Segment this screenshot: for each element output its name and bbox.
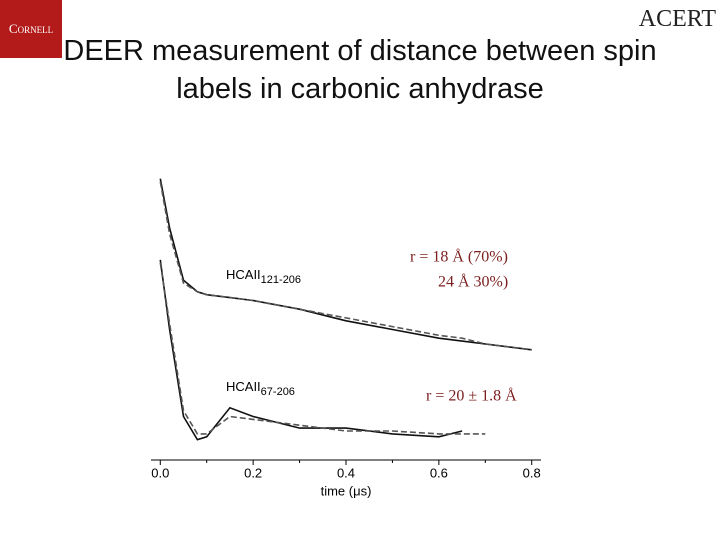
x-tick-label: 0.2	[244, 465, 262, 480]
annotation: r = 20 ± 1.8 Å	[426, 387, 517, 405]
x-tick-label: 0.8	[523, 465, 541, 480]
cornell-logo: Cornell	[0, 0, 62, 58]
curve-label-sub: 121-206	[261, 274, 301, 286]
x-tick-label: 0.4	[337, 465, 355, 480]
x-axis-label: time (μs)	[321, 483, 372, 498]
curve-label-name: HCAII	[226, 379, 261, 394]
curve-label: HCAII121-206	[226, 267, 301, 285]
annotation: 24 Å 30%)	[438, 273, 508, 291]
series-line	[159, 259, 463, 441]
curve-label: HCAII67-206	[226, 379, 295, 397]
annotation: r = 18 Å (70%)	[410, 248, 508, 266]
series-line	[159, 262, 486, 435]
curve-label-sub: 67-206	[261, 386, 295, 398]
acert-logo: ACERT	[638, 6, 716, 32]
x-tick-label: 0.0	[151, 465, 169, 480]
slide-title: DEER measurement of distance between spi…	[63, 35, 657, 105]
x-tick-label: 0.6	[430, 465, 448, 480]
series-line	[159, 181, 532, 351]
curve-label-name: HCAII	[226, 267, 261, 282]
